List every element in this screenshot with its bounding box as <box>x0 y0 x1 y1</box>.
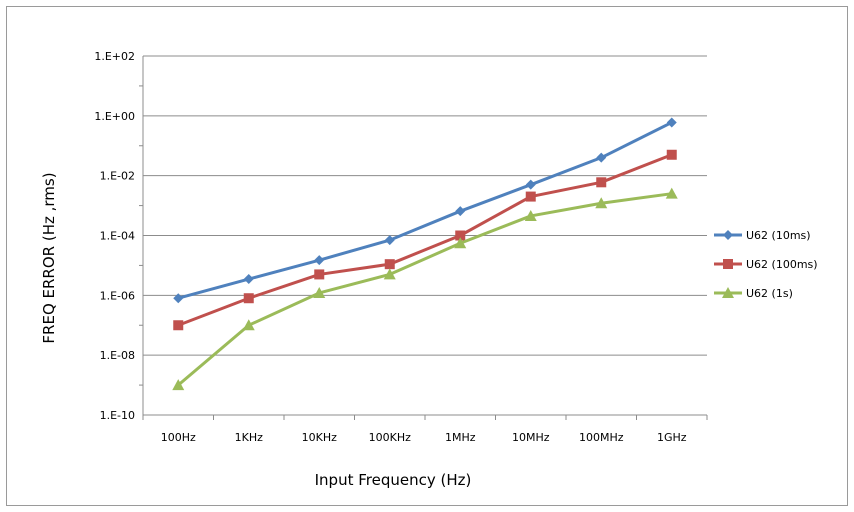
chart-frame <box>6 6 848 506</box>
series-line <box>177 121 673 300</box>
data-point <box>455 230 466 241</box>
y-tick-label: 1.E-04 <box>100 230 135 243</box>
x-tick-label: 1KHz <box>235 431 263 444</box>
data-point <box>172 379 185 391</box>
legend: U62 (10ms) U62 (100ms) U62 (1s) <box>714 229 818 300</box>
series-line <box>177 153 673 327</box>
series-1 <box>173 117 677 304</box>
data-point <box>595 197 608 209</box>
legend-marker <box>723 259 733 269</box>
x-tick-label: 100Hz <box>161 431 196 444</box>
data-point <box>383 268 396 280</box>
data-point <box>596 177 607 188</box>
series-3 <box>172 187 678 391</box>
gridlines <box>139 55 708 420</box>
y-tick-label: 1.E-02 <box>100 170 135 183</box>
data-point <box>384 259 395 270</box>
series-2 <box>173 149 677 331</box>
legend-marker <box>722 287 734 298</box>
data-point <box>242 319 255 331</box>
data-point <box>384 235 395 246</box>
x-tick-label: 100KHz <box>369 431 411 444</box>
data-point <box>666 117 677 128</box>
y-tick-label: 1.E-08 <box>100 349 135 362</box>
x-tick-label: 1GHz <box>657 431 687 444</box>
data-point <box>455 206 466 217</box>
data-point <box>596 152 607 163</box>
series-layer <box>172 117 678 391</box>
data-point <box>243 293 254 304</box>
x-tick-label: 10MHz <box>512 431 550 444</box>
data-point <box>454 237 467 249</box>
x-tick-label: 10KHz <box>302 431 337 444</box>
legend-entry: U62 (1s) <box>714 287 793 300</box>
x-tick-label: 100MHz <box>579 431 624 444</box>
data-point <box>666 149 677 160</box>
data-point <box>313 286 326 298</box>
y-tick-labels: 1.E+02 1.E+00 1.E-02 1.E-04 1.E-06 1.E-08 1.E-… <box>94 50 135 422</box>
legend-label: U62 (1s) <box>746 287 793 300</box>
data-point <box>314 269 325 280</box>
data-point <box>314 255 325 266</box>
x-axis-title: Input Frequency (Hz) <box>315 471 472 489</box>
data-point <box>525 191 536 202</box>
series-line <box>177 192 672 387</box>
data-point <box>665 187 678 199</box>
legend-marker <box>723 230 733 240</box>
data-point <box>243 274 254 285</box>
data-point <box>524 209 537 221</box>
data-point <box>173 320 184 331</box>
y-tick-label: 1.E+00 <box>94 110 135 123</box>
x-tick-labels: 100Hz 1KHz 10KHz 100KHz 1MHz 10MHz 100MHz 1GHz <box>161 431 687 444</box>
y-tick-label: 1.E-10 <box>100 409 135 422</box>
legend-label: U62 (100ms) <box>746 258 818 271</box>
legend-label: U62 (10ms) <box>746 229 811 242</box>
y-tick-label: 1.E+02 <box>94 50 135 63</box>
y-axis-title: FREQ ERROR (Hz ,rms) <box>40 172 58 343</box>
legend-entry: U62 (10ms) <box>714 229 811 242</box>
x-tick-label: 1MHz <box>445 431 476 444</box>
data-point <box>173 293 184 304</box>
data-point <box>525 179 536 190</box>
legend-entry: U62 (100ms) <box>714 258 818 271</box>
y-tick-label: 1.E-06 <box>100 289 135 302</box>
